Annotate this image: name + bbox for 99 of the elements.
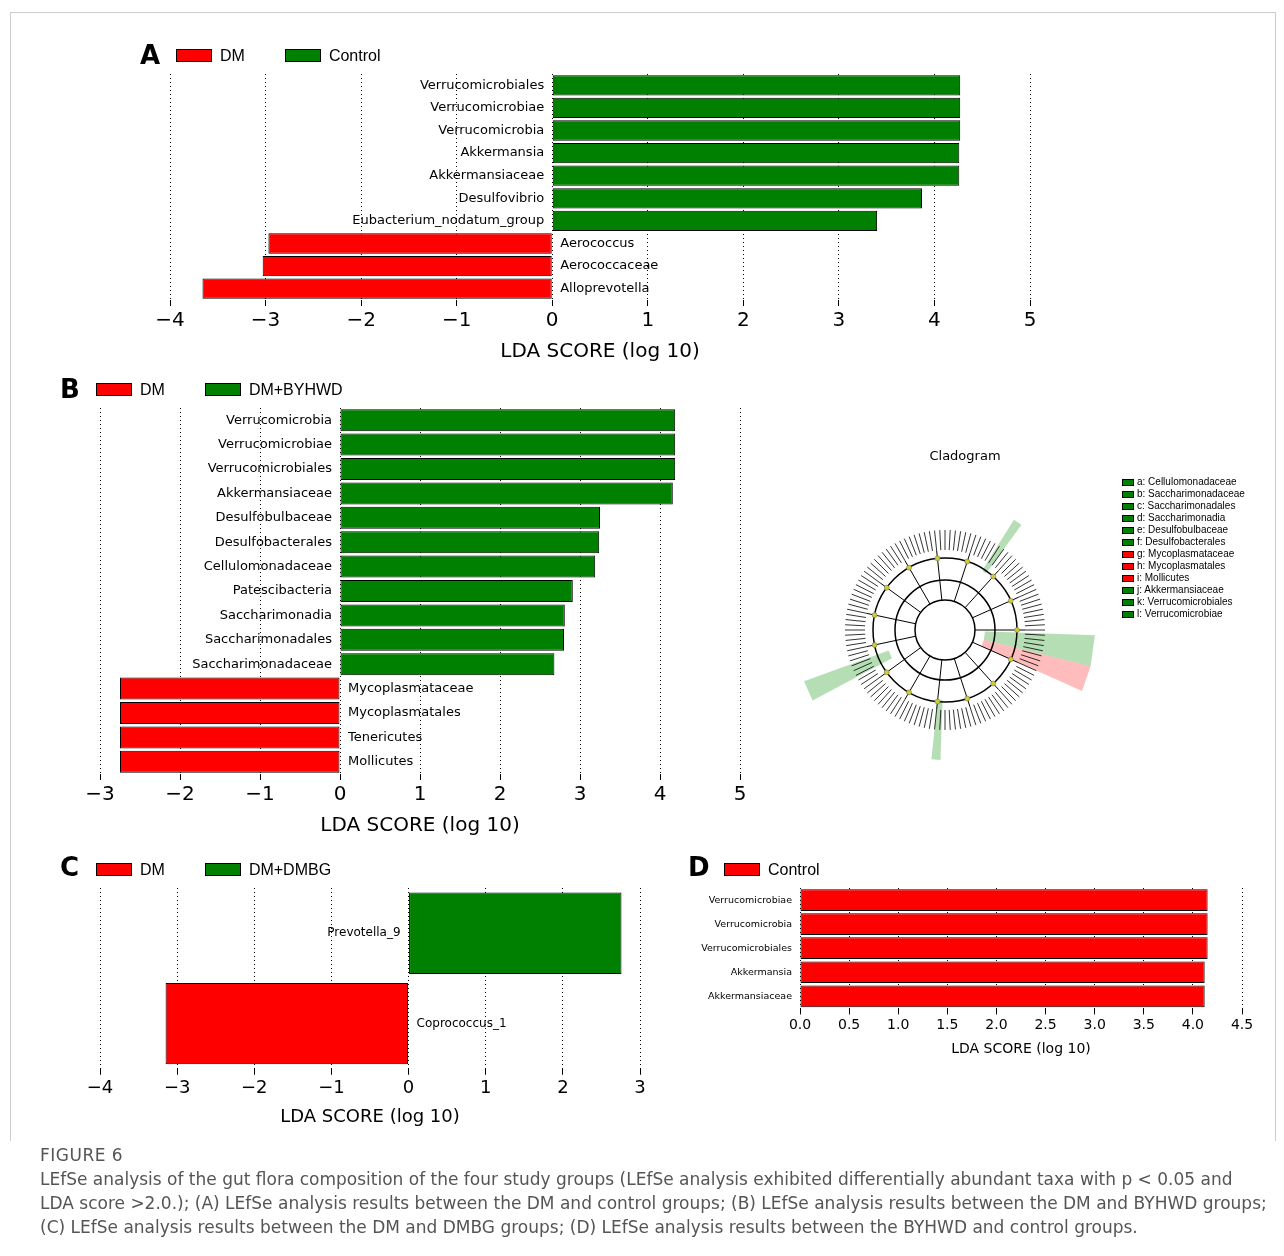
x-tick-label: 1 — [413, 781, 427, 806]
y-tick-label: Mycoplasmatales — [348, 704, 461, 720]
text: h: Mycoplasmatales — [1137, 560, 1226, 571]
y-tick-label: Akkermansiaceae — [708, 989, 793, 1001]
y-tick-label: Eubacterium_nodatum_group — [352, 212, 545, 228]
x-tick-label: 2 — [736, 307, 750, 332]
x-tick-label: 0.0 — [788, 1016, 812, 1033]
x-tick-label: 4.0 — [1181, 1016, 1205, 1033]
legend-label: DM — [220, 46, 245, 64]
x-tick-label: 1 — [641, 307, 655, 332]
x-tick-label: −1 — [245, 781, 275, 806]
text: k: Verrucomicrobiales — [1137, 596, 1233, 607]
text: j: Akkermansiaceae — [1137, 584, 1224, 595]
x-axis-title: LDA SCORE (log 10) — [280, 1104, 460, 1126]
x-tick-label: 2.5 — [1034, 1016, 1057, 1033]
y-tick-label: Patescibacteria — [232, 582, 332, 598]
text: d: Saccharimonadia — [1137, 512, 1226, 523]
y-tick-label: Verrucomicrobia — [714, 917, 792, 929]
x-tick-label: −2 — [165, 781, 195, 806]
y-tick-label: Akkermansia — [730, 965, 792, 977]
chart-title: A — [140, 40, 161, 70]
y-tick-label: Verrucomicrobiales — [207, 460, 333, 476]
y-tick-label: Akkermansiaceae — [217, 484, 332, 500]
x-tick-label: 2 — [493, 781, 507, 806]
y-tick-label: Akkermansiaceae — [429, 167, 545, 183]
x-tick-label: 1 — [479, 1076, 492, 1098]
series-label: Control — [768, 860, 820, 878]
x-tick-label: 0 — [333, 781, 347, 806]
y-tick-label: Verrucomicrobiales — [701, 941, 793, 953]
x-tick-label: 2.0 — [985, 1016, 1008, 1033]
y-tick-label: Aerococcaceae — [560, 257, 659, 273]
x-tick-label: 3.0 — [1083, 1016, 1106, 1033]
x-tick-label: −3 — [163, 1076, 191, 1098]
text: f: Desulfobacterales — [1137, 536, 1226, 547]
text: i: Mollicutes — [1137, 572, 1190, 583]
y-tick-label: Desulfobulbaceae — [215, 509, 332, 525]
text: a: Cellulomonadaceae — [1137, 476, 1237, 487]
caption: FIGURE 6 — [40, 1144, 125, 1167]
y-tick-label: Saccharimonadaceae — [192, 655, 332, 671]
chart-title: B — [60, 374, 80, 404]
x-tick-label: −4 — [86, 1076, 114, 1098]
y-tick-label: Saccharimonadales — [204, 631, 333, 647]
y-tick-label: Verrucomicrobiae — [218, 435, 332, 451]
text: l: Verrucomicrobiae — [1137, 608, 1223, 619]
y-tick-label: Saccharimonadia — [219, 606, 332, 622]
x-axis-title: LDA SCORE (log 10) — [500, 338, 700, 363]
x-tick-label: 5 — [1023, 307, 1037, 332]
legend-label: DM+BYHWD — [248, 380, 343, 398]
x-tick-label: −3 — [85, 781, 115, 806]
y-tick-label: Prevotella_9 — [327, 925, 401, 940]
x-tick-label: 0 — [545, 307, 559, 332]
x-tick-label: −4 — [155, 307, 185, 332]
x-tick-label: 5 — [733, 781, 747, 806]
chart-title: C — [60, 852, 80, 882]
x-tick-label: 3 — [832, 307, 846, 332]
y-tick-label: Alloprevotella — [560, 280, 650, 296]
y-tick-label: Verrucomicrobia — [226, 411, 332, 427]
y-tick-label: Coprococcus_1 — [416, 1015, 507, 1030]
x-tick-label: −1 — [318, 1076, 345, 1098]
x-tick-label: 0.5 — [837, 1016, 861, 1033]
x-tick-label: 1.5 — [936, 1016, 959, 1033]
legend-label: DM — [140, 860, 165, 878]
x-tick-label: 4 — [653, 781, 667, 806]
text: b: Saccharimonadaceae — [1137, 488, 1245, 499]
y-tick-label: Verrucomicrobiales — [419, 76, 545, 92]
legend-label: DM — [140, 380, 165, 398]
y-tick-label: Tenericutes — [347, 728, 423, 744]
x-tick-label: 4 — [928, 307, 941, 332]
x-tick-label: −2 — [241, 1076, 268, 1098]
y-tick-label: Akkermansia — [460, 144, 545, 160]
legend-label: DM+DMBG — [248, 860, 332, 878]
y-tick-label: Verrucomicrobiae — [708, 893, 793, 905]
x-tick-label: 3.5 — [1132, 1016, 1155, 1033]
x-tick-label: 0 — [402, 1076, 415, 1098]
x-tick-label: 1.0 — [887, 1016, 910, 1033]
x-tick-label: 3 — [634, 1076, 646, 1098]
y-tick-label: Verrucomicrobiae — [430, 99, 545, 115]
x-axis-title: LDA SCORE (log 10) — [951, 1040, 1091, 1057]
y-tick-label: Aerococcus — [560, 234, 635, 250]
chart-title: D — [688, 852, 710, 882]
y-tick-label: Desulfovibrio — [458, 189, 545, 205]
y-tick-label: Cellulomonadaceae — [203, 557, 332, 573]
y-tick-label: Mollicutes — [348, 753, 414, 769]
text: c: Saccharimonadales — [1137, 500, 1236, 511]
y-tick-label: Mycoplasmataceae — [348, 679, 474, 695]
y-tick-label: Verrucomicrobia — [438, 121, 545, 137]
x-tick-label: −3 — [250, 307, 281, 332]
x-tick-label: 4.5 — [1230, 1016, 1254, 1033]
text: Cladogram — [928, 448, 1002, 463]
y-tick-label: Desulfobacterales — [214, 533, 333, 549]
x-tick-label: −2 — [346, 307, 376, 332]
x-axis-title: LDA SCORE (log 10) — [320, 812, 520, 837]
x-tick-label: −1 — [441, 307, 472, 332]
legend-label: Control — [328, 46, 381, 64]
text: e: Desulfobulbaceae — [1137, 524, 1229, 535]
x-tick-label: 2 — [557, 1076, 569, 1098]
text: LEfSe analysis of the gut flora composition of the four study groups (LEfSe analysis exhibited differentially abundant taxa with p < 0.05 and LDA score >2.0.); (A) LEfSe analysis results between the DM and control groups; (B) LEfSe analysis results between the DM and BYHWD groups; (C) LEfSe analysis results between the DM and DMBG groups; (D) LEfSe analysis results between the BYHWD and control groups. — [40, 1168, 1268, 1239]
text: g: Mycoplasmataceae — [1137, 548, 1235, 559]
x-tick-label: 3 — [573, 781, 587, 806]
